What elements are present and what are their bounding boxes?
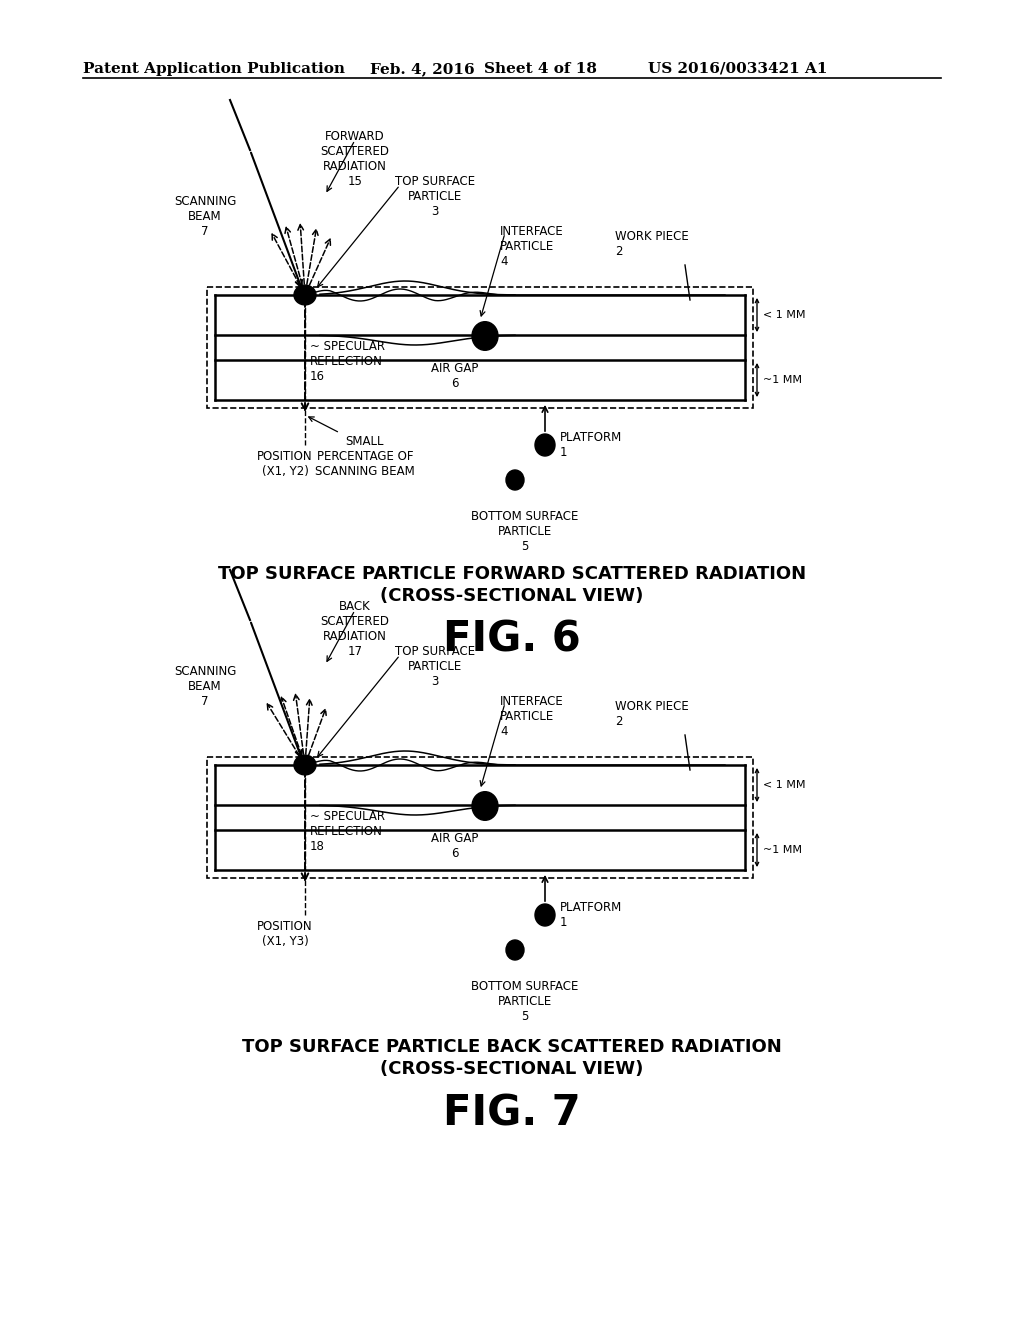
Text: Feb. 4, 2016: Feb. 4, 2016 (370, 62, 475, 77)
Text: INTERFACE
PARTICLE
4: INTERFACE PARTICLE 4 (500, 224, 564, 268)
Text: < 1 MM: < 1 MM (763, 780, 806, 789)
Text: BACK
SCATTERED
RADIATION
17: BACK SCATTERED RADIATION 17 (321, 601, 389, 657)
Text: FORWARD
SCATTERED
RADIATION
15: FORWARD SCATTERED RADIATION 15 (321, 129, 389, 187)
Ellipse shape (535, 904, 555, 927)
Text: TOP SURFACE PARTICLE BACK SCATTERED RADIATION: TOP SURFACE PARTICLE BACK SCATTERED RADI… (242, 1038, 782, 1056)
Ellipse shape (506, 940, 524, 960)
Text: TOP SURFACE
PARTICLE
3: TOP SURFACE PARTICLE 3 (395, 176, 475, 218)
Text: TOP SURFACE
PARTICLE
3: TOP SURFACE PARTICLE 3 (395, 645, 475, 688)
Ellipse shape (294, 285, 316, 305)
Text: PLATFORM
1: PLATFORM 1 (560, 432, 623, 459)
Text: INTERFACE
PARTICLE
4: INTERFACE PARTICLE 4 (500, 696, 564, 738)
Text: FIG. 6: FIG. 6 (443, 618, 581, 660)
Text: Sheet 4 of 18: Sheet 4 of 18 (484, 62, 597, 77)
Text: POSITION
(X1, Y3): POSITION (X1, Y3) (257, 920, 312, 948)
Ellipse shape (535, 434, 555, 455)
Text: WORK PIECE
2: WORK PIECE 2 (615, 700, 689, 729)
Text: (CROSS-SECTIONAL VIEW): (CROSS-SECTIONAL VIEW) (380, 587, 644, 605)
Text: BOTTOM SURFACE
PARTICLE
5: BOTTOM SURFACE PARTICLE 5 (471, 979, 579, 1023)
Text: SCANNING
BEAM
7: SCANNING BEAM 7 (174, 665, 237, 708)
Text: POSITION
(X1, Y2): POSITION (X1, Y2) (257, 450, 312, 478)
Text: Patent Application Publication: Patent Application Publication (83, 62, 345, 77)
Text: AIR GAP
6: AIR GAP 6 (431, 362, 478, 389)
Text: US 2016/0033421 A1: US 2016/0033421 A1 (648, 62, 827, 77)
Text: TOP SURFACE PARTICLE FORWARD SCATTERED RADIATION: TOP SURFACE PARTICLE FORWARD SCATTERED R… (218, 565, 806, 583)
Text: FIG. 7: FIG. 7 (443, 1092, 581, 1134)
Text: ~ SPECULAR
REFLECTION
18: ~ SPECULAR REFLECTION 18 (310, 810, 385, 853)
Text: BOTTOM SURFACE
PARTICLE
5: BOTTOM SURFACE PARTICLE 5 (471, 510, 579, 553)
Text: SMALL
PERCENTAGE OF
SCANNING BEAM: SMALL PERCENTAGE OF SCANNING BEAM (315, 436, 415, 478)
Ellipse shape (472, 322, 498, 350)
Text: ~ SPECULAR
REFLECTION
16: ~ SPECULAR REFLECTION 16 (310, 341, 385, 383)
Text: < 1 MM: < 1 MM (763, 310, 806, 319)
Text: ~1 MM: ~1 MM (763, 845, 802, 855)
Ellipse shape (472, 792, 498, 820)
Text: PLATFORM
1: PLATFORM 1 (560, 902, 623, 929)
Text: ~1 MM: ~1 MM (763, 375, 802, 385)
Text: AIR GAP
6: AIR GAP 6 (431, 832, 478, 861)
Text: SCANNING
BEAM
7: SCANNING BEAM 7 (174, 195, 237, 238)
Ellipse shape (506, 470, 524, 490)
Ellipse shape (294, 755, 316, 775)
Text: WORK PIECE
2: WORK PIECE 2 (615, 230, 689, 257)
Text: (CROSS-SECTIONAL VIEW): (CROSS-SECTIONAL VIEW) (380, 1060, 644, 1078)
